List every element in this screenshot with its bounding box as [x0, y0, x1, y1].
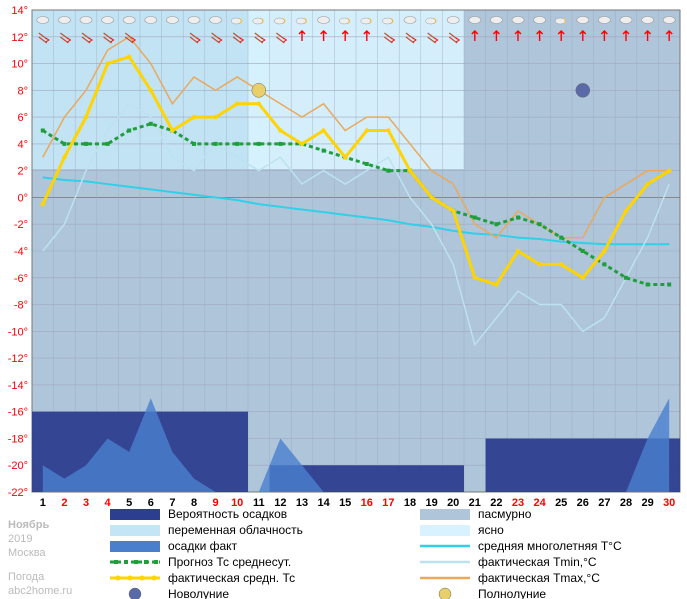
- y-tick-label: -14°: [8, 380, 28, 392]
- y-tick-label: -12°: [8, 353, 28, 365]
- legend-label: переменная облачность: [168, 523, 303, 537]
- cloud-icon: [663, 17, 675, 24]
- legend-swatch: [110, 509, 160, 520]
- x-tick-label: 16: [361, 497, 373, 509]
- x-tick-label: 1: [40, 497, 46, 509]
- x-tick-label: 14: [317, 497, 330, 509]
- cloud-icon: [80, 17, 92, 24]
- legend-label: Вероятность осадков: [168, 507, 287, 521]
- legend-label: средняя многолетняя Т°С: [478, 539, 622, 553]
- legend-label: осадки факт: [168, 539, 238, 553]
- cloud-icon: [598, 17, 610, 24]
- legend-label: фактическая средн. Тс: [168, 571, 295, 585]
- cloud-icon: [490, 17, 502, 24]
- legend-label: ясно: [478, 523, 504, 537]
- x-tick-label: 13: [296, 497, 308, 509]
- legend-swatch: [420, 509, 470, 520]
- cloud-icon: [102, 17, 114, 24]
- y-tick-label: 0°: [17, 192, 28, 204]
- x-tick-label: 30: [663, 497, 675, 509]
- y-tick-label: -20°: [8, 460, 28, 472]
- x-tick-label: 20: [447, 497, 459, 509]
- x-tick-label: 28: [620, 497, 632, 509]
- cloud-icon: [145, 17, 157, 24]
- cloud-icon: [37, 17, 49, 24]
- y-tick-label: 8°: [17, 85, 28, 97]
- y-tick-label: 4°: [17, 139, 28, 151]
- cloud-icon: [166, 17, 178, 24]
- legend-label: Полнолуние: [478, 587, 546, 599]
- cloud-icon: [512, 17, 524, 24]
- y-tick-label: -22°: [8, 487, 28, 499]
- y-tick-label: 6°: [17, 112, 28, 124]
- cloud-icon: [469, 17, 481, 24]
- legend-swatch: [439, 588, 451, 599]
- x-tick-label: 4: [105, 497, 112, 509]
- cloud-icon: [577, 17, 589, 24]
- cloud-icon: [404, 17, 416, 24]
- cloud-icon: [123, 17, 135, 24]
- legend-label: Прогноз Тс среднесут.: [168, 555, 291, 569]
- y-tick-label: 12°: [11, 32, 28, 44]
- cloud-icon: [620, 17, 632, 24]
- y-tick-label: 10°: [11, 59, 28, 71]
- y-tick-label: -2°: [14, 219, 28, 231]
- cloud-icon: [210, 17, 222, 24]
- footer-month: Ноябрь: [8, 519, 49, 531]
- x-tick-label: 26: [577, 497, 589, 509]
- x-tick-label: 27: [598, 497, 610, 509]
- y-tick-label: -10°: [8, 326, 28, 338]
- new-moon-icon: [576, 83, 590, 97]
- weather-chart: -22° -20° -18° -16° -14° -12° -10° -8° -6° -4° -2°…: [0, 0, 687, 599]
- cloud-icon: [447, 17, 459, 24]
- legend-label: фактическая Tmax,°С: [478, 571, 600, 585]
- x-tick-label: 5: [126, 497, 132, 509]
- footer-city: Москва: [8, 547, 46, 559]
- y-tick-label: -16°: [8, 407, 28, 419]
- cloud-icon: [534, 17, 546, 24]
- cloud-icon: [318, 17, 330, 24]
- full-moon-icon: [252, 83, 266, 97]
- cloud-icon: [58, 17, 70, 24]
- y-tick-label: -6°: [14, 273, 28, 285]
- y-tick-label: -4°: [14, 246, 28, 258]
- x-tick-label: 6: [148, 497, 154, 509]
- x-tick-label: 17: [382, 497, 394, 509]
- footer-year: 2019: [8, 533, 32, 545]
- legend-swatch: [129, 588, 141, 599]
- footer-site: abc2home.ru: [8, 585, 72, 597]
- legend-label: Новолуние: [168, 587, 229, 599]
- y-tick-label: -18°: [8, 433, 28, 445]
- x-tick-label: 29: [641, 497, 653, 509]
- legend-swatch: [420, 525, 470, 536]
- cloud-icon: [188, 17, 200, 24]
- x-tick-label: 3: [83, 497, 89, 509]
- footer-label: Погода: [8, 571, 45, 583]
- legend-label: фактическая Tmin,°С: [478, 555, 597, 569]
- x-tick-label: 24: [533, 497, 546, 509]
- x-tick-label: 2: [61, 497, 67, 509]
- y-tick-label: 2°: [17, 166, 28, 178]
- x-tick-label: 18: [404, 497, 416, 509]
- x-tick-label: 19: [425, 497, 437, 509]
- y-tick-label: 14°: [11, 5, 28, 17]
- cloud-icon: [642, 17, 654, 24]
- legend-swatch: [110, 541, 160, 552]
- y-tick-label: -8°: [14, 300, 28, 312]
- x-tick-label: 25: [555, 497, 567, 509]
- x-tick-label: 15: [339, 497, 351, 509]
- legend-swatch: [110, 525, 160, 536]
- legend-label: пасмурно: [478, 507, 532, 521]
